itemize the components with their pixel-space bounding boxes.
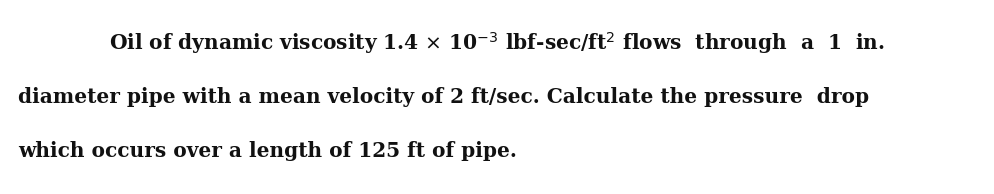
Text: Oil of dynamic viscosity 1.4 $\times$ 10$^{-3}$ lbf-sec/ft$^{2}$ flows  through : Oil of dynamic viscosity 1.4 $\times$ 10…: [109, 30, 885, 56]
Text: diameter pipe with a mean velocity of 2 ft/sec. Calculate the pressure  drop: diameter pipe with a mean velocity of 2 …: [18, 87, 869, 107]
Text: which occurs over a length of 125 ft of pipe.: which occurs over a length of 125 ft of …: [18, 141, 517, 161]
